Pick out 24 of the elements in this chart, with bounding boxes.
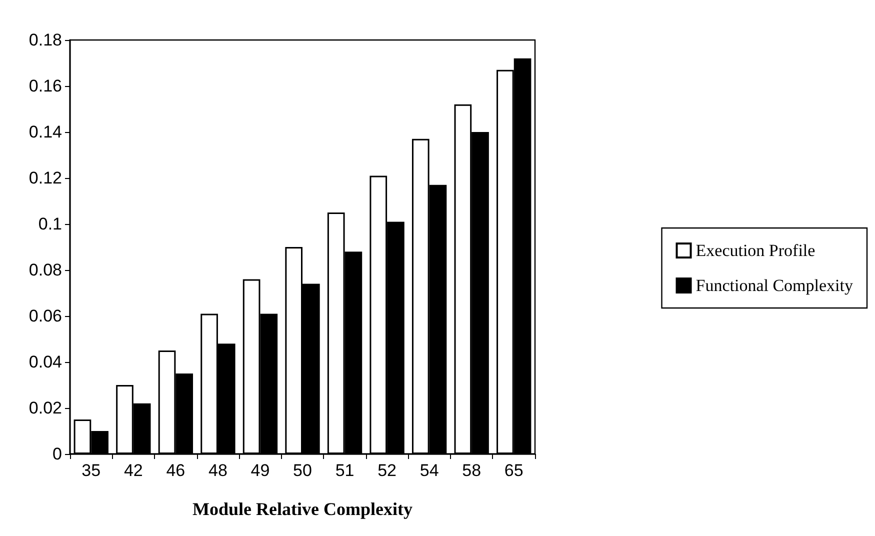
x-tick-label: 51 [335,461,354,480]
x-tick-label: 49 [250,461,270,480]
x-tick-label: 54 [420,461,439,480]
x-tick-label: 52 [378,461,397,480]
y-tick-label: 0.12 [28,168,62,188]
x-tick-label: 48 [208,461,228,480]
y-tick-label: 0.18 [28,30,62,50]
y-tick-label: 0 [52,444,62,464]
y-tick-label: 0.02 [28,398,62,418]
y-tick-label: 0.16 [28,76,62,96]
legend-label: Functional Complexity [696,276,854,295]
x-tick-label: 58 [462,461,482,480]
x-tick-label: 50 [293,461,312,480]
y-tick-label: 0.06 [28,306,62,326]
x-tick-label: 35 [82,461,101,480]
x-tick-label: 46 [166,461,186,480]
x-tick-label: 42 [124,461,143,480]
y-tick-label: 0.14 [28,122,62,142]
x-tick-label: 65 [504,461,524,480]
x-axis-title: Module Relative Complexity [192,499,412,519]
legend-label: Execution Profile [696,241,816,260]
y-tick-label: 0.08 [28,260,62,280]
y-tick-label: 0.1 [38,214,62,234]
y-tick-label: 0.04 [28,352,62,372]
